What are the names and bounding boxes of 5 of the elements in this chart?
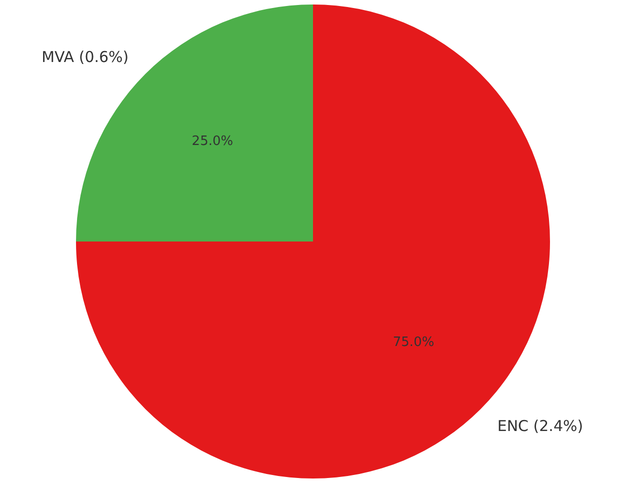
slice-label: MVA (0.6%): [42, 48, 129, 66]
slice-label: ENC (2.4%): [497, 416, 584, 435]
data-label: 75.0%: [392, 335, 434, 350]
pie-slice: [76, 4, 313, 242]
data-label: 25.0%: [192, 134, 234, 149]
